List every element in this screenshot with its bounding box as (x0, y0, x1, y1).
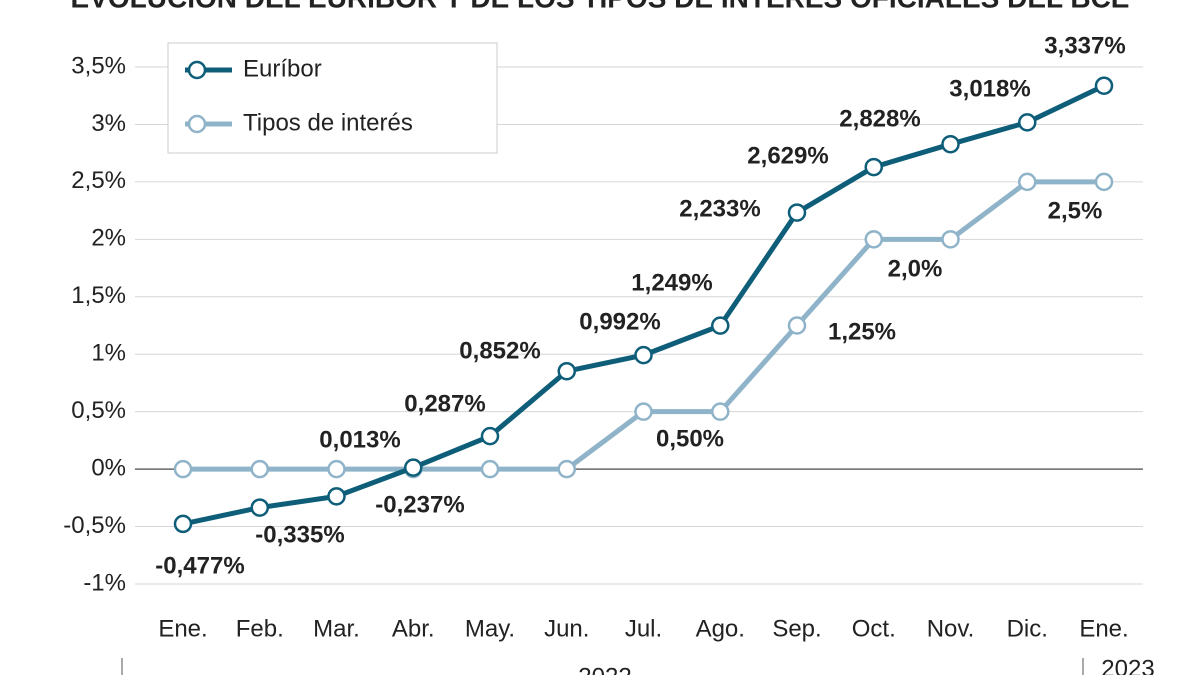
data-label: 0,287% (404, 390, 485, 417)
data-label: -0,335% (255, 521, 344, 548)
x-tick-label: Feb. (236, 615, 284, 642)
data-point (250, 498, 269, 517)
data-point (1018, 113, 1037, 132)
x-tick-label: Sep. (772, 615, 821, 642)
data-point (250, 459, 269, 479)
data-label: 1,25% (828, 318, 896, 345)
data-point (1018, 172, 1037, 192)
data-label: 2,0% (888, 255, 943, 282)
x-tick-label: Nov. (927, 615, 975, 642)
x-tick-label: Ago. (696, 615, 745, 642)
y-tick-label: 2% (91, 225, 126, 252)
data-point (711, 402, 730, 421)
data-point (864, 157, 883, 177)
legend-marker (187, 60, 207, 80)
data-point (480, 459, 500, 479)
data-label: 0,013% (319, 426, 400, 453)
legend-label: Tipos de interés (243, 109, 413, 136)
data-label: 1,249% (631, 269, 712, 296)
x-tick-label: Abr. (392, 615, 435, 642)
x-tick-label: Mar. (313, 615, 360, 642)
y-tick-label: 3,5% (71, 52, 126, 79)
legend-box (167, 42, 498, 154)
data-label: 2,233% (679, 195, 760, 222)
x-tick-label: May. (465, 615, 515, 642)
y-tick-label: 1,5% (71, 282, 126, 309)
x-tick-label: Dic. (1007, 615, 1048, 642)
data-point (557, 361, 576, 381)
x-tick-label: Jul. (625, 615, 662, 642)
year-label: 2022 (578, 663, 631, 675)
y-tick-label: -0,5% (63, 512, 126, 539)
data-point (941, 230, 960, 249)
data-label: 3,337% (1044, 32, 1125, 59)
data-point (173, 514, 193, 534)
data-point (1094, 172, 1114, 192)
x-tick-label: Ene. (158, 615, 207, 642)
data-point (404, 458, 423, 477)
data-label: 2,828% (839, 105, 920, 132)
data-point (327, 487, 346, 506)
data-point (1094, 76, 1114, 95)
y-tick-label: 1% (91, 340, 126, 367)
y-tick-label: 2,5% (71, 167, 126, 194)
year-label: 2023 (1101, 655, 1154, 675)
data-point (634, 345, 653, 365)
chart-title: EVOLUCIÓN DEL EURÍBOR Y DE LOS TIPOS DE … (71, 0, 1130, 13)
data-point (557, 459, 576, 479)
legend-marker (187, 114, 207, 134)
data-label: -0,477% (155, 552, 244, 579)
data-label: 0,852% (459, 337, 540, 364)
data-label: 0,50% (656, 425, 724, 452)
y-tick-label: 0% (91, 454, 126, 481)
data-label: 2,5% (1048, 197, 1103, 224)
data-point (941, 134, 960, 154)
x-tick-label: Ene. (1079, 615, 1128, 642)
data-label: -0,237% (375, 491, 464, 518)
data-label: 2,629% (747, 142, 828, 169)
y-tick-label: -1% (83, 569, 126, 596)
y-tick-label: 3% (91, 110, 126, 137)
data-label: 3,018% (949, 75, 1030, 102)
data-point (480, 426, 500, 446)
data-point (787, 316, 807, 335)
data-point (634, 402, 653, 421)
data-point (864, 230, 883, 249)
data-point (711, 316, 730, 335)
x-tick-label: Oct. (852, 615, 896, 642)
data-point (787, 203, 807, 222)
legend-label: Euríbor (243, 55, 322, 82)
x-tick-label: Jun. (544, 615, 589, 642)
data-point (173, 459, 193, 479)
data-label: 0,992% (579, 308, 660, 335)
y-tick-label: 0,5% (71, 397, 126, 424)
data-point (327, 459, 346, 479)
